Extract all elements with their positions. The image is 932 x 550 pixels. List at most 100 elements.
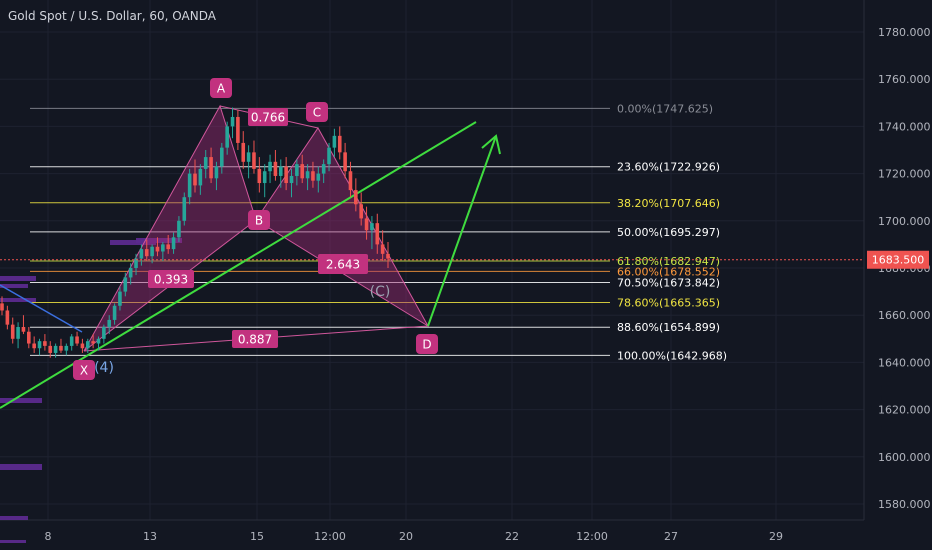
price-axis[interactable] — [864, 0, 932, 550]
candle-body — [161, 244, 165, 252]
fib-level-label: 78.60%(1665.365) — [617, 297, 720, 310]
candle-body — [332, 135, 337, 148]
y-axis-tick-label: 1700.000 — [878, 215, 931, 228]
ratio-label-box — [248, 108, 288, 126]
pattern-point-box — [416, 334, 438, 354]
candle-body — [182, 197, 187, 221]
candle-body — [364, 218, 369, 231]
candle-body — [214, 166, 219, 179]
y-axis-tick-label: 1600.000 — [878, 451, 931, 464]
pattern-point-box — [73, 360, 95, 380]
candle-body — [316, 173, 321, 181]
candle-body — [171, 237, 176, 250]
pattern-point-d: D — [422, 338, 431, 352]
candle-body — [150, 246, 154, 257]
ratio-label-xad: 0.887 — [238, 333, 272, 347]
pattern-point-a: A — [217, 82, 226, 96]
candle-body — [80, 343, 85, 349]
volume-profile-bar — [0, 464, 42, 470]
chart-title: Gold Spot / U.S. Dollar, 60, OANDA — [8, 9, 216, 23]
blue-trend-line — [0, 284, 83, 333]
candle-body — [48, 345, 53, 353]
candle-body — [289, 175, 294, 184]
fib-level-label: 61.80%(1682.947) — [617, 255, 720, 268]
candle-body — [262, 171, 267, 184]
candle-body — [252, 152, 256, 169]
volume-profile-bar — [0, 276, 36, 281]
candle-body — [300, 164, 305, 179]
candle-body — [43, 341, 47, 346]
y-axis-tick-label: 1720.000 — [878, 168, 931, 181]
volume-profile-bar — [0, 284, 28, 288]
candle-body — [64, 345, 69, 351]
fib-level-label: 66.00%(1678.552) — [617, 265, 720, 278]
y-axis-tick-label: 1760.000 — [878, 73, 931, 86]
x-axis-tick-label: 20 — [399, 530, 413, 543]
candle-body — [337, 135, 342, 153]
candle-body — [327, 147, 331, 165]
volume-profile-bar — [110, 240, 156, 245]
pattern-point-box — [248, 210, 270, 230]
y-axis-tick-label: 1780.000 — [878, 26, 931, 39]
projection-arrow-head — [481, 134, 501, 155]
candle-body — [10, 324, 15, 339]
candle-body — [118, 291, 122, 306]
pattern-point-b: B — [255, 214, 263, 228]
candle-body — [128, 268, 133, 278]
fib-level-label: 50.00%(1695.297) — [617, 226, 720, 239]
ratio-label-xab: 0.393 — [154, 273, 188, 287]
candle-body — [193, 173, 197, 186]
x-axis-tick-label: 13 — [143, 530, 157, 543]
y-axis-tick-label: 1580.000 — [878, 498, 931, 511]
candle-body — [284, 166, 288, 184]
candle-body — [91, 341, 95, 344]
y-axis-tick-label: 1660.000 — [878, 309, 931, 322]
candle-body — [123, 277, 128, 292]
x-axis-tick-label: 12:00 — [314, 530, 346, 543]
candle-body — [21, 327, 26, 332]
candle-body — [343, 152, 347, 172]
x-axis-tick-label: 15 — [250, 530, 264, 543]
ratio-label-box — [232, 330, 278, 348]
candle-body — [177, 220, 181, 238]
current-price-label: 1683.500 — [872, 254, 925, 267]
candle-body — [59, 345, 63, 351]
x-axis-tick-label: 22 — [505, 530, 519, 543]
candle-body — [348, 171, 353, 191]
candle-body — [268, 161, 272, 172]
candle-body — [144, 249, 149, 257]
candle-body — [102, 327, 106, 339]
wave-label-4: (4) — [94, 360, 114, 376]
candle-body — [311, 171, 315, 181]
fib-level-label: 70.50%(1673.842) — [617, 277, 720, 290]
candle-body — [69, 336, 74, 346]
candle-body — [375, 223, 380, 245]
projection-arrow-line — [427, 135, 497, 327]
candle-body — [187, 173, 192, 198]
candle-body — [386, 253, 390, 259]
candle-body — [370, 223, 374, 231]
volume-profile-bar — [0, 298, 36, 302]
candle-body — [354, 190, 358, 205]
fib-level-label: 0.00%(1747.625) — [617, 102, 713, 115]
volume-profile-bar — [0, 398, 42, 403]
candle-body — [225, 126, 229, 148]
y-axis-tick-label: 1640.000 — [878, 356, 931, 369]
x-axis-tick-label: 29 — [769, 530, 783, 543]
wave-label-c: (C) — [370, 284, 391, 300]
current-price-tag — [867, 250, 929, 269]
fib-level-label: 100.00%(1642.968) — [617, 349, 727, 362]
x-axis-tick-label: 12:00 — [576, 530, 608, 543]
fib-level-label: 23.60%(1722.926) — [617, 161, 720, 174]
candle-body — [134, 258, 138, 268]
candle-body — [0, 303, 4, 311]
candle-body — [305, 171, 310, 179]
candle-body — [278, 166, 283, 176]
candle-body — [85, 341, 90, 349]
candle-body — [107, 319, 112, 327]
ratio-label-box — [148, 270, 194, 288]
candle-body — [27, 331, 31, 344]
candle-body — [295, 164, 299, 176]
